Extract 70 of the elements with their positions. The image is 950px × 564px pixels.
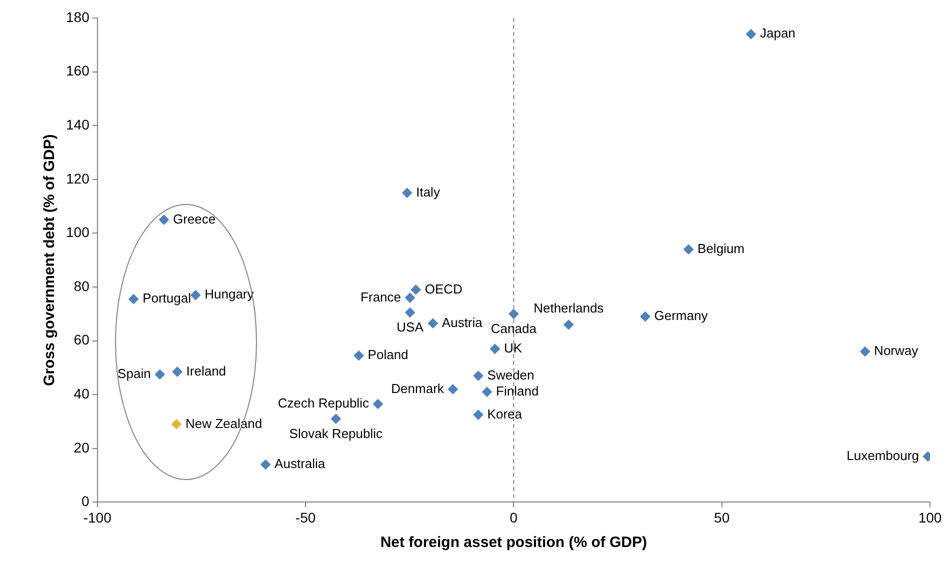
annotation: Canada bbox=[490, 320, 538, 336]
y-axis-title: Gross government debt (% of GDP) bbox=[41, 134, 58, 386]
point bbox=[402, 188, 412, 198]
y-tick-label: 140 bbox=[66, 116, 90, 132]
point bbox=[473, 370, 484, 381]
point bbox=[473, 410, 484, 420]
annotation: Japan bbox=[760, 26, 796, 41]
point bbox=[372, 399, 383, 410]
point bbox=[746, 29, 756, 40]
annotation: Norway bbox=[874, 343, 919, 358]
annotation: Austria bbox=[442, 314, 484, 330]
x-tick-label: 50 bbox=[714, 509, 730, 526]
annotation: USA bbox=[396, 320, 424, 335]
annotation: Czech Republic bbox=[278, 396, 370, 411]
point bbox=[354, 350, 364, 361]
point bbox=[154, 369, 165, 380]
annotation: Slovak Republic bbox=[289, 426, 384, 441]
annotation: New Zealand bbox=[185, 416, 262, 431]
point bbox=[158, 214, 169, 225]
point bbox=[410, 284, 421, 295]
point bbox=[508, 308, 519, 319]
x-tick-label: 0 bbox=[510, 509, 518, 526]
point bbox=[190, 290, 201, 300]
annotation: Denmark bbox=[391, 380, 444, 396]
annotation: Portugal bbox=[142, 290, 192, 306]
y-tick-label: 0 bbox=[82, 493, 90, 510]
annotation: Finland bbox=[496, 383, 539, 398]
y-tick-label: 180 bbox=[66, 8, 90, 25]
y-tick-label: 80 bbox=[74, 278, 90, 294]
point bbox=[564, 320, 574, 330]
annotation: Netherlands bbox=[534, 300, 604, 316]
annotation: Korea bbox=[487, 406, 523, 422]
y-tick-label: 160 bbox=[66, 62, 90, 79]
y-tick-label: 20 bbox=[74, 439, 90, 456]
point bbox=[860, 346, 870, 357]
x-tick-label: -50 bbox=[295, 509, 316, 526]
point bbox=[490, 344, 500, 354]
annotation: Hungary bbox=[204, 286, 254, 302]
y-tick-label: 60 bbox=[74, 332, 90, 348]
point bbox=[428, 318, 438, 328]
point bbox=[482, 386, 492, 397]
point bbox=[172, 366, 182, 377]
y-tick-label: 100 bbox=[66, 224, 90, 240]
annotation: Australia bbox=[274, 456, 326, 472]
x-axis-title: Net foreign asset position (% of GDP) bbox=[380, 534, 648, 552]
annotation: Italy bbox=[416, 184, 440, 200]
y-tick-label: 120 bbox=[66, 170, 90, 186]
x-tick-label: -100 bbox=[83, 509, 112, 526]
annotation: France bbox=[360, 289, 402, 304]
point bbox=[171, 419, 182, 430]
annotation: Germany bbox=[654, 308, 708, 324]
annotation: Greece bbox=[172, 211, 216, 226]
x-tick-label: 100 bbox=[918, 509, 942, 526]
point bbox=[640, 312, 650, 322]
annotation: Luxembourg bbox=[846, 448, 919, 464]
point bbox=[330, 414, 341, 424]
annotation: Sweden bbox=[487, 367, 534, 382]
annotation: Belgium bbox=[698, 240, 745, 256]
y-tick-label: 40 bbox=[74, 385, 90, 402]
point bbox=[448, 384, 458, 394]
annotation: Ireland bbox=[186, 363, 226, 378]
annotation: Poland bbox=[368, 347, 408, 362]
annotation: OECD bbox=[424, 281, 462, 296]
point bbox=[405, 308, 416, 318]
annotation: UK bbox=[504, 340, 522, 356]
point bbox=[260, 460, 271, 470]
point bbox=[684, 244, 694, 254]
annotation: Spain bbox=[118, 366, 151, 382]
point bbox=[405, 292, 416, 303]
point bbox=[128, 294, 139, 304]
